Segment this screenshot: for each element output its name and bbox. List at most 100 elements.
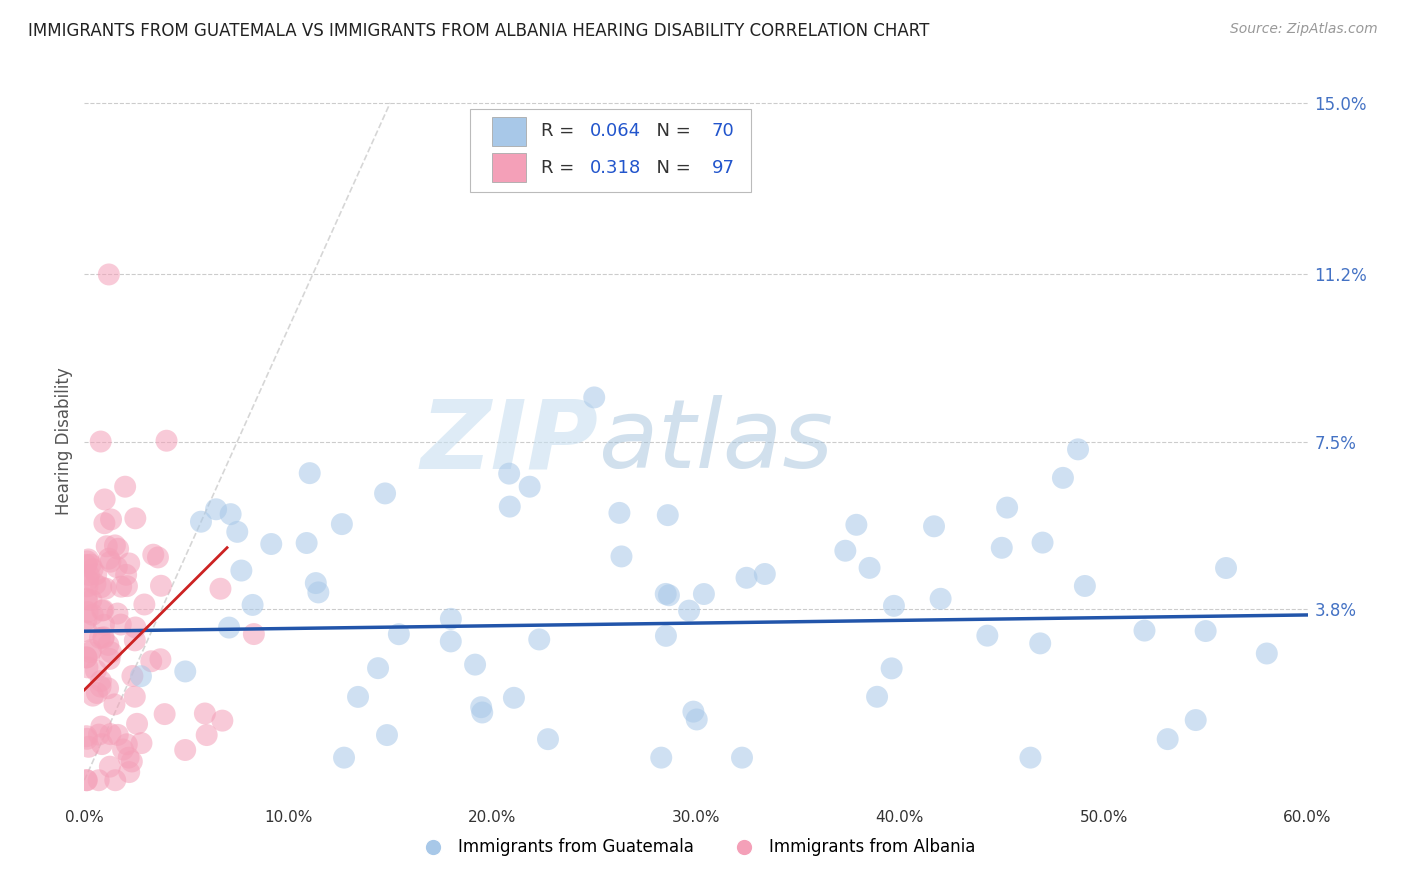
Point	[115, 579, 138, 593]
Point	[1195, 624, 1218, 638]
Text: 97: 97	[711, 159, 735, 177]
Point	[124, 620, 146, 634]
Point	[174, 665, 197, 679]
Point	[77, 739, 100, 754]
Point	[995, 500, 1018, 515]
Text: R =: R =	[541, 122, 579, 140]
Point	[735, 571, 758, 585]
Point	[650, 750, 672, 764]
Point	[1215, 561, 1237, 575]
Point	[1184, 713, 1206, 727]
Point	[82, 689, 104, 703]
Point	[97, 638, 120, 652]
Point	[205, 502, 228, 516]
Point	[883, 599, 905, 613]
Point	[107, 607, 129, 621]
Point	[1074, 579, 1097, 593]
Point	[471, 706, 494, 720]
Point	[124, 511, 146, 525]
Point	[330, 517, 353, 532]
Point	[209, 582, 232, 596]
Point	[153, 707, 176, 722]
Point	[295, 536, 318, 550]
Point	[75, 591, 97, 606]
Point	[1032, 535, 1054, 549]
Point	[104, 773, 127, 788]
Point	[657, 508, 679, 523]
Point	[75, 773, 97, 788]
Point	[110, 617, 132, 632]
Point	[93, 632, 115, 646]
Point	[93, 516, 115, 531]
Point	[76, 605, 98, 619]
Point	[155, 434, 177, 448]
Point	[1029, 636, 1052, 650]
Point	[100, 727, 122, 741]
Point	[112, 742, 135, 756]
Point	[858, 561, 880, 575]
Point	[1133, 624, 1156, 638]
Point	[87, 773, 110, 788]
Point	[96, 539, 118, 553]
Point	[105, 560, 128, 574]
Point	[1256, 647, 1278, 661]
Point	[440, 612, 463, 626]
Point	[218, 621, 240, 635]
FancyBboxPatch shape	[470, 109, 751, 193]
Point	[146, 550, 169, 565]
Point	[82, 607, 104, 622]
Point	[91, 737, 114, 751]
Point	[107, 728, 129, 742]
Point	[519, 480, 541, 494]
Point	[375, 728, 398, 742]
Point	[90, 673, 112, 688]
Point	[226, 524, 249, 539]
Point	[75, 650, 97, 665]
Point	[834, 543, 856, 558]
Bar	[492, 117, 526, 145]
Point	[76, 773, 98, 788]
Point	[76, 660, 98, 674]
Point	[305, 576, 328, 591]
Point	[929, 591, 952, 606]
Point	[654, 587, 676, 601]
Point	[693, 587, 716, 601]
Legend: Immigrants from Guatemala, Immigrants from Albania: Immigrants from Guatemala, Immigrants fr…	[409, 831, 983, 863]
Point	[90, 580, 112, 594]
Point	[118, 557, 141, 571]
Point	[537, 732, 560, 747]
Point	[77, 573, 100, 587]
Point	[84, 577, 107, 591]
Point	[609, 506, 631, 520]
Point	[97, 551, 120, 566]
Point	[922, 519, 945, 533]
Point	[658, 588, 681, 602]
Point	[76, 731, 98, 746]
Point	[90, 680, 112, 694]
Point	[80, 593, 103, 607]
Point	[125, 716, 148, 731]
Point	[219, 507, 242, 521]
Point	[211, 714, 233, 728]
Point	[231, 564, 253, 578]
Point	[242, 598, 264, 612]
Point	[464, 657, 486, 672]
Point	[121, 755, 143, 769]
Point	[655, 629, 678, 643]
Point	[76, 592, 98, 607]
Point	[150, 579, 173, 593]
Point	[91, 603, 114, 617]
Point	[866, 690, 889, 704]
Point	[1019, 750, 1042, 764]
Point	[503, 690, 526, 705]
Point	[298, 466, 321, 480]
Point	[110, 580, 132, 594]
Point	[75, 729, 97, 743]
Point	[142, 548, 165, 562]
Point	[731, 750, 754, 764]
Point	[347, 690, 370, 704]
Text: Source: ZipAtlas.com: Source: ZipAtlas.com	[1230, 22, 1378, 37]
Point	[79, 645, 101, 659]
Point	[529, 632, 551, 647]
Point	[100, 512, 122, 526]
